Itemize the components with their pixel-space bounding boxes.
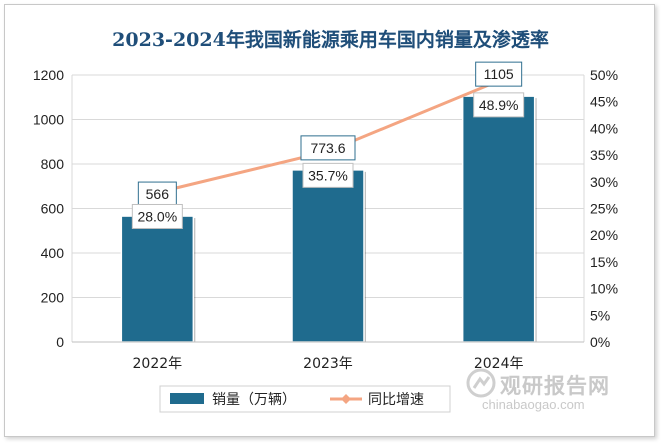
y-left-tick-label: 600 xyxy=(41,201,65,217)
legend-line-marker xyxy=(341,394,351,404)
line-value-label: 35.7% xyxy=(308,167,348,183)
x-tick-label: 2022年 xyxy=(133,356,183,372)
bar-value-label: 773.6 xyxy=(310,140,345,156)
bar xyxy=(461,95,536,343)
bar xyxy=(291,169,365,343)
y-left-tick-label: 1200 xyxy=(33,67,64,83)
bar xyxy=(120,215,195,343)
y-right-tick-label: 25% xyxy=(590,201,618,217)
legend-bar-label: 销量（万辆） xyxy=(212,392,296,408)
y-right-tick-label: 45% xyxy=(590,94,618,110)
line-value-box xyxy=(473,92,525,118)
bar-series xyxy=(120,95,537,343)
legend: 销量（万辆） 同比增速 xyxy=(159,385,451,413)
y-right-tick-label: 35% xyxy=(590,147,618,163)
y-right-tick-label: 20% xyxy=(590,227,618,243)
y-right-tick-label: 15% xyxy=(590,254,618,270)
bar-value-label: 566 xyxy=(146,186,170,202)
data-labels: 566 773.6 1105 28.0% 35.7% 48.9% xyxy=(131,61,525,229)
bar-value-box xyxy=(300,135,356,161)
legend-box xyxy=(159,385,451,413)
line-value-label: 28.0% xyxy=(137,208,177,224)
legend-bar-swatch xyxy=(170,393,204,404)
legend-line-label: 同比增速 xyxy=(368,392,424,408)
y-left-tick-label: 800 xyxy=(41,156,65,172)
watermark-logo-icon xyxy=(466,368,496,398)
y-left-tick-label: 0 xyxy=(56,334,64,350)
y-left-tick-label: 200 xyxy=(41,290,65,306)
x-tick-label: 2023年 xyxy=(303,356,353,372)
axes: 0 200 400 600 800 1000 1200 0% 5% 10% 15% 20% 25% 30%… xyxy=(33,67,618,372)
y-left-tick-label: 400 xyxy=(41,245,65,261)
y-right-tick-label: 0% xyxy=(590,334,610,350)
y-left-tick-label: 1000 xyxy=(33,112,64,128)
bar-value-label: 1105 xyxy=(484,66,514,82)
y-right-tick-label: 50% xyxy=(590,67,618,83)
line-value-label: 48.9% xyxy=(479,97,519,113)
watermark-name: 观研报告网 xyxy=(500,374,610,398)
chart-title: 2023-2024年我国新能源乘用车国内销量及渗透率 xyxy=(112,29,549,51)
bar-value-box xyxy=(475,61,523,87)
line-value-box xyxy=(302,162,354,188)
watermark: 观研报告网 chinabaogao.com xyxy=(466,366,646,416)
x-tick-label: 2024年 xyxy=(474,356,524,372)
line-value-box xyxy=(131,203,183,229)
y-right-tick-label: 30% xyxy=(590,174,618,190)
y-right-tick-label: 5% xyxy=(590,307,610,323)
y-right-tick-label: 40% xyxy=(590,120,618,136)
bar-value-box xyxy=(137,181,177,207)
watermark-url: chinabaogao.com xyxy=(482,397,585,412)
y-right-tick-label: 10% xyxy=(590,281,618,297)
